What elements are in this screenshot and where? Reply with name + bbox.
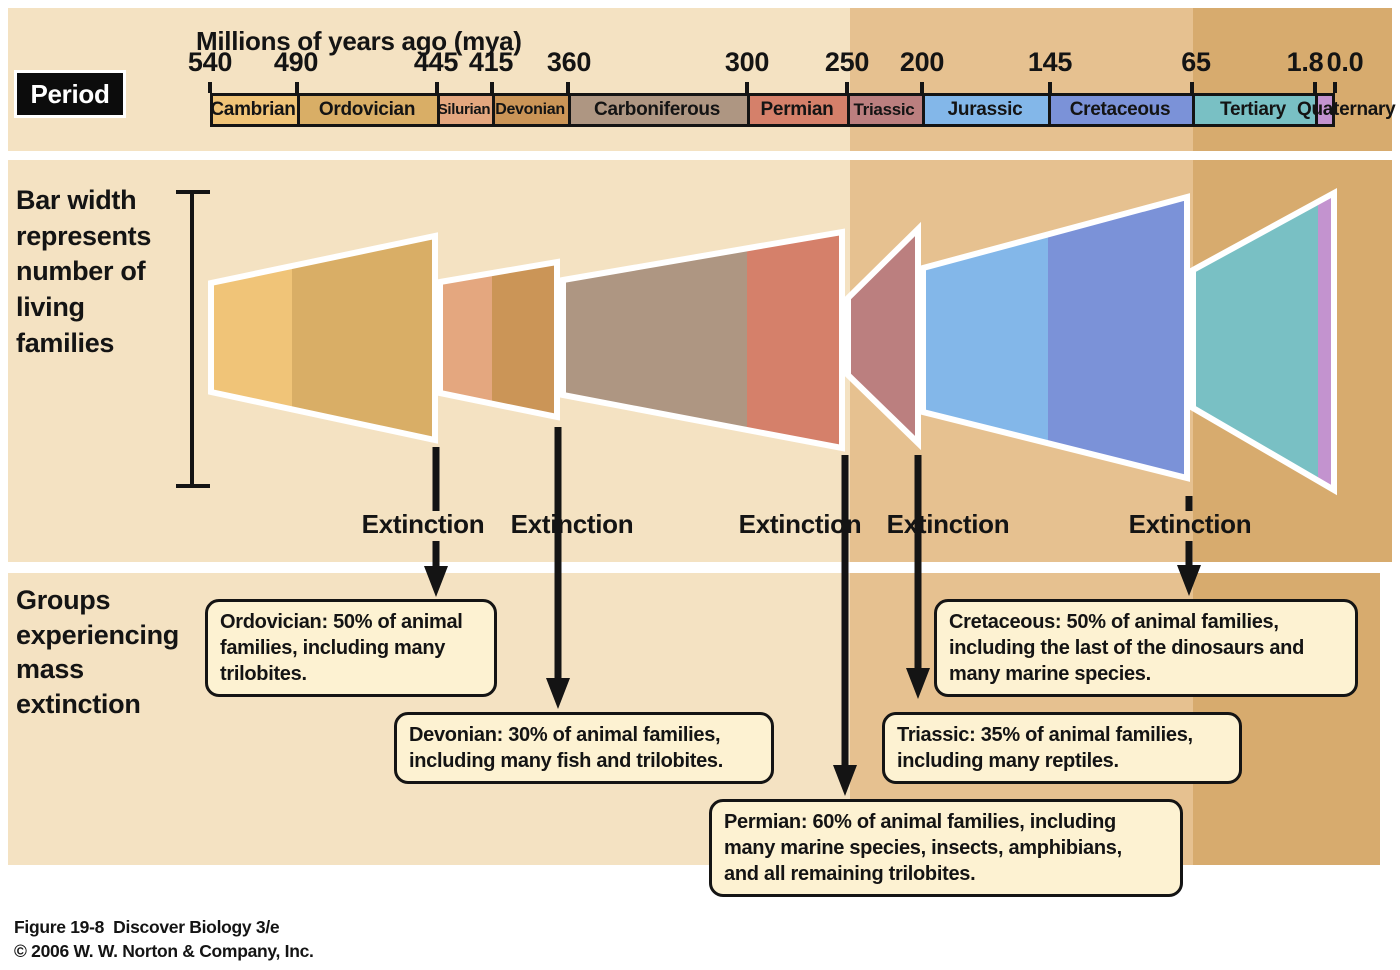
period-cell-quaternary	[1318, 96, 1332, 124]
period-label-carboniferous: Carboniferous	[594, 99, 720, 120]
callout-triassic: Triassic: 35% of animal families, includ…	[882, 712, 1242, 784]
period-label-quaternary: Quaternary	[1297, 99, 1396, 120]
period-bar	[210, 93, 1335, 127]
period-cell-devonian	[495, 96, 571, 124]
period-label-jurassic: Jurassic	[947, 99, 1023, 120]
period-chip: Period	[14, 70, 126, 118]
extinction-label-devonian: Extinction	[510, 509, 634, 539]
cenozoic-band	[1193, 160, 1392, 562]
tick-label-540: 540	[187, 47, 233, 77]
tick-label-300: 300	[724, 47, 770, 77]
figure-credit-line2: © 2006 W. W. Norton & Company, Inc.	[14, 941, 314, 961]
period-cell-ordovician	[300, 96, 440, 124]
callout-cretaceous: Cretaceous: 50% of animal families, incl…	[934, 599, 1358, 697]
groups-caption: Groups experiencing mass extinction	[16, 585, 179, 719]
tick-label-0.0: 0.0	[1326, 47, 1364, 77]
period-label-permian: Permian	[760, 99, 834, 120]
period-label-ordovician: Ordovician	[318, 99, 416, 120]
tick-label-65: 65	[1181, 47, 1211, 77]
callout-permian: Permian: 60% of animal families, includi…	[709, 799, 1183, 897]
callout-ordovician: Ordovician: 50% of animal families, incl…	[205, 599, 497, 697]
period-label-cambrian: Cambrian	[210, 99, 296, 120]
callout-devonian: Devonian: 30% of animal families, includ…	[394, 712, 774, 784]
tick-label-490: 490	[273, 47, 319, 77]
period-label-devonian: Devonian	[495, 101, 565, 118]
period-label-triassic: Triassic	[853, 100, 915, 119]
period-cell-cambrian	[213, 96, 300, 124]
figure-credit-line1: Figure 19-8 Discover Biology 3/e	[14, 917, 280, 937]
mesozoic-band	[850, 160, 1193, 562]
tick-label-415: 415	[468, 47, 514, 77]
period-cell-carboniferous	[571, 96, 750, 124]
extinction-label-triassic: Extinction	[886, 509, 1010, 539]
tick-label-145: 145	[1027, 47, 1073, 77]
cenozoic-band	[1193, 8, 1392, 151]
period-cell-tertiary	[1195, 96, 1318, 124]
bar-width-caption: Bar width represents number of living fa…	[16, 185, 152, 358]
timeline-panel	[8, 8, 1392, 151]
paleozoic-band	[8, 8, 850, 151]
period-cell-jurassic	[925, 96, 1051, 124]
tick-label-200: 200	[899, 47, 945, 77]
mesozoic-band	[850, 8, 1193, 151]
period-label-cretaceous: Cretaceous	[1069, 99, 1171, 120]
period-cell-triassic	[850, 96, 925, 124]
tick-label-360: 360	[546, 47, 592, 77]
extinction-label-ordovician: Extinction	[361, 509, 485, 539]
extinction-label-cretaceous: Extinction	[1128, 509, 1252, 539]
tick-label-445: 445	[413, 47, 459, 77]
period-cell-silurian	[440, 96, 495, 124]
extinction-label-permian: Extinction	[738, 509, 862, 539]
funnel-panel	[8, 160, 1392, 562]
period-label-silurian: Silurian	[437, 101, 491, 118]
tick-label-250: 250	[824, 47, 870, 77]
period-label-tertiary: Tertiary	[1220, 99, 1286, 120]
tick-label-1.8: 1.8	[1286, 47, 1324, 77]
period-cell-cretaceous	[1051, 96, 1195, 124]
period-cell-permian	[750, 96, 850, 124]
axis-title: Millions of years ago (mya)	[196, 26, 522, 56]
